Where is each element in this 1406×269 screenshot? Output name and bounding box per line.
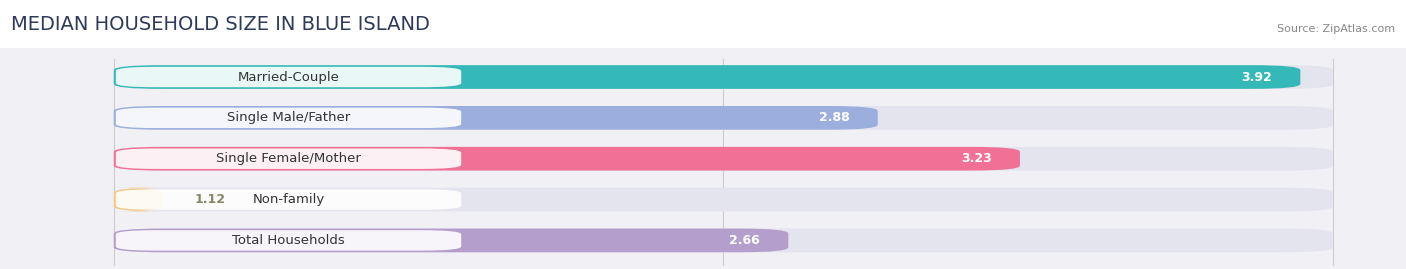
FancyBboxPatch shape <box>115 189 461 210</box>
Text: 1.12: 1.12 <box>195 193 226 206</box>
FancyBboxPatch shape <box>114 65 1333 89</box>
FancyBboxPatch shape <box>114 106 877 130</box>
Text: 3.23: 3.23 <box>960 152 991 165</box>
FancyBboxPatch shape <box>115 108 461 128</box>
FancyBboxPatch shape <box>114 188 1333 211</box>
FancyBboxPatch shape <box>114 147 1333 171</box>
Text: Source: ZipAtlas.com: Source: ZipAtlas.com <box>1277 24 1395 34</box>
FancyBboxPatch shape <box>115 148 461 169</box>
FancyBboxPatch shape <box>114 229 1333 252</box>
Text: Non-family: Non-family <box>253 193 325 206</box>
Text: Total Households: Total Households <box>232 234 344 247</box>
FancyBboxPatch shape <box>114 106 1333 130</box>
Text: MEDIAN HOUSEHOLD SIZE IN BLUE ISLAND: MEDIAN HOUSEHOLD SIZE IN BLUE ISLAND <box>11 15 430 34</box>
Text: 2.66: 2.66 <box>730 234 759 247</box>
Text: 3.92: 3.92 <box>1241 70 1272 83</box>
Text: Single Male/Father: Single Male/Father <box>226 111 350 124</box>
FancyBboxPatch shape <box>114 188 163 211</box>
Text: Married-Couple: Married-Couple <box>238 70 339 83</box>
FancyBboxPatch shape <box>115 230 461 251</box>
Text: Single Female/Mother: Single Female/Mother <box>217 152 361 165</box>
FancyBboxPatch shape <box>114 65 1301 89</box>
FancyBboxPatch shape <box>115 67 461 87</box>
FancyBboxPatch shape <box>114 229 789 252</box>
Text: 2.88: 2.88 <box>818 111 849 124</box>
FancyBboxPatch shape <box>114 147 1019 171</box>
